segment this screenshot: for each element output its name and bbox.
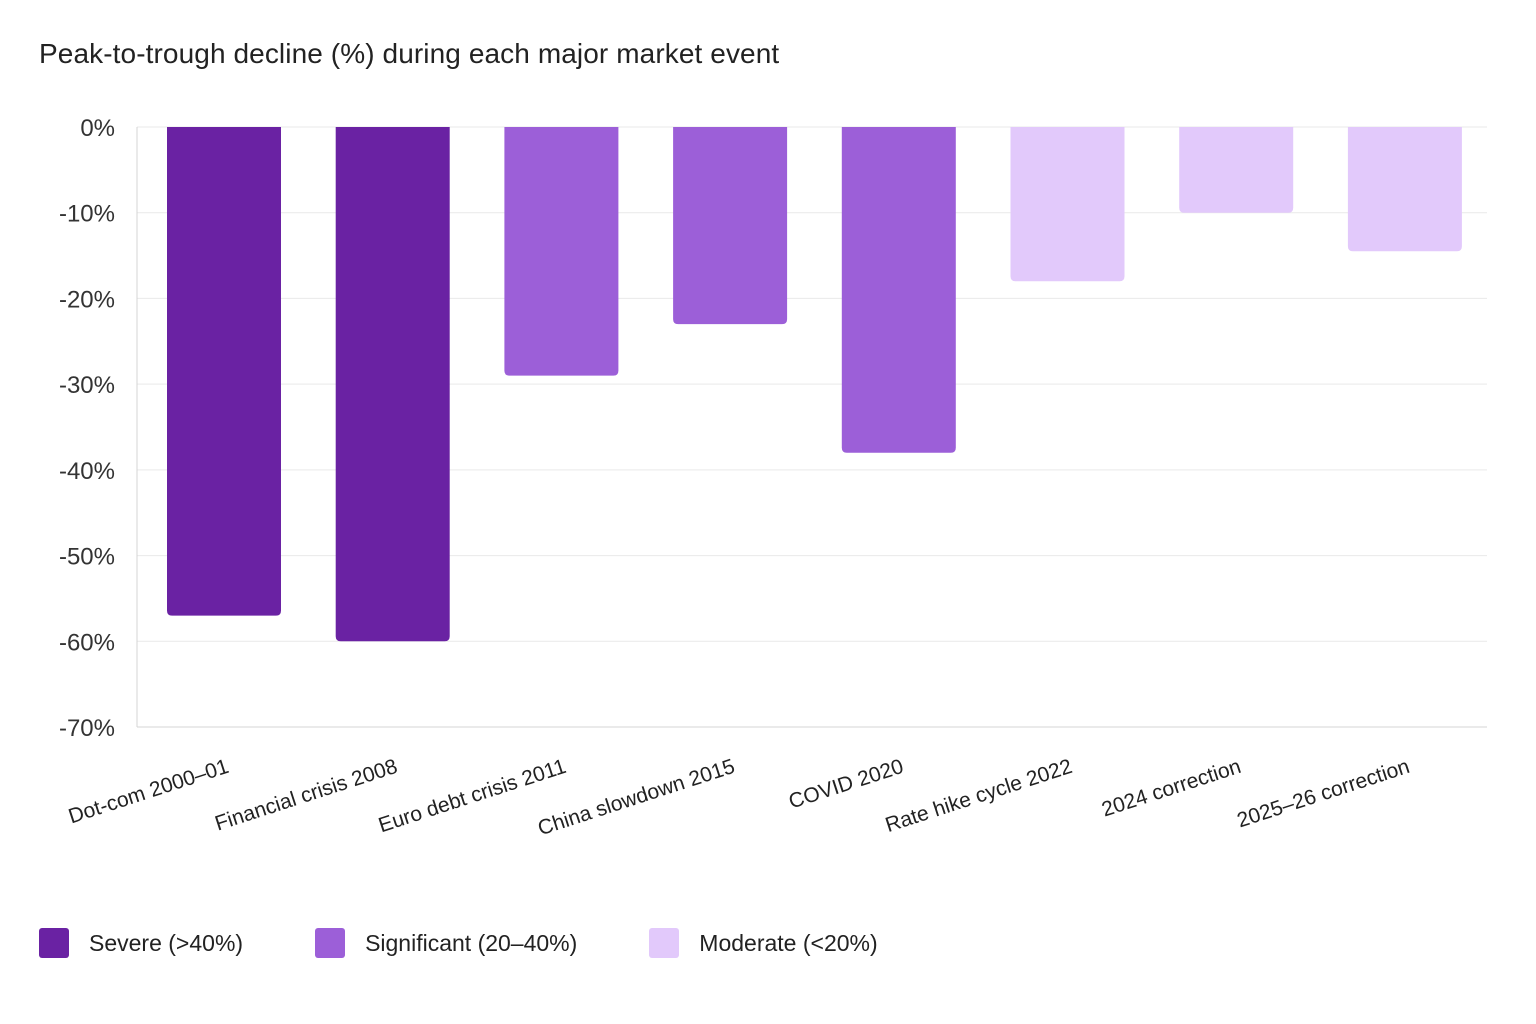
x-tick-label: Dot-com 2000–01 bbox=[66, 755, 232, 828]
x-tick-label: COVID 2020 bbox=[786, 755, 906, 814]
legend-item-moderate: Moderate (<20%) bbox=[649, 928, 878, 958]
legend-swatch bbox=[39, 928, 69, 958]
x-tick-label: 2024 correction bbox=[1099, 755, 1244, 822]
bar-1 bbox=[167, 127, 281, 616]
legend-swatch bbox=[315, 928, 346, 958]
x-tick-label: Financial crisis 2008 bbox=[212, 755, 400, 836]
y-tick-label: -30% bbox=[59, 372, 115, 399]
chart-title: Peak-to-trough decline (%) during each m… bbox=[39, 38, 780, 69]
legend-item-significant: Significant (20–40%) bbox=[315, 928, 577, 958]
bar-6 bbox=[1010, 127, 1125, 282]
legend-label: Significant (20–40%) bbox=[365, 929, 578, 956]
legend-label: Severe (>40%) bbox=[89, 929, 244, 956]
y-tick-label: 0% bbox=[80, 115, 115, 142]
bar-7 bbox=[1179, 127, 1294, 213]
legend-label: Moderate (<20%) bbox=[699, 929, 878, 956]
y-tick-label: -20% bbox=[59, 286, 115, 313]
y-tick-label: -10% bbox=[59, 201, 115, 228]
x-tick-label: Rate hike cycle 2022 bbox=[883, 755, 1076, 837]
y-axis-ticks: 0% -10% -20% -30% -40% -50% -60% -70% bbox=[59, 115, 115, 742]
y-tick-label: -50% bbox=[59, 544, 115, 571]
legend: Severe (>40%) Significant (20–40%) Moderat… bbox=[39, 928, 950, 958]
bar-4 bbox=[673, 127, 788, 325]
legend-item-severe: Severe (>40%) bbox=[39, 928, 243, 958]
bar-5 bbox=[841, 127, 956, 453]
bar-3 bbox=[504, 127, 619, 376]
y-tick-label: -60% bbox=[59, 629, 115, 656]
y-tick-label: -40% bbox=[59, 458, 115, 485]
y-tick-label: -70% bbox=[59, 715, 115, 742]
bar-chart: 0% -10% -20% -30% -40% -50% -60% -70% Dot-com 2… bbox=[59, 115, 1487, 840]
bars bbox=[167, 127, 1462, 642]
bar-8 bbox=[1347, 127, 1462, 252]
legend-swatch bbox=[649, 928, 680, 958]
x-tick-label: 2025–26 correction bbox=[1234, 755, 1412, 832]
bar-2 bbox=[335, 127, 450, 642]
